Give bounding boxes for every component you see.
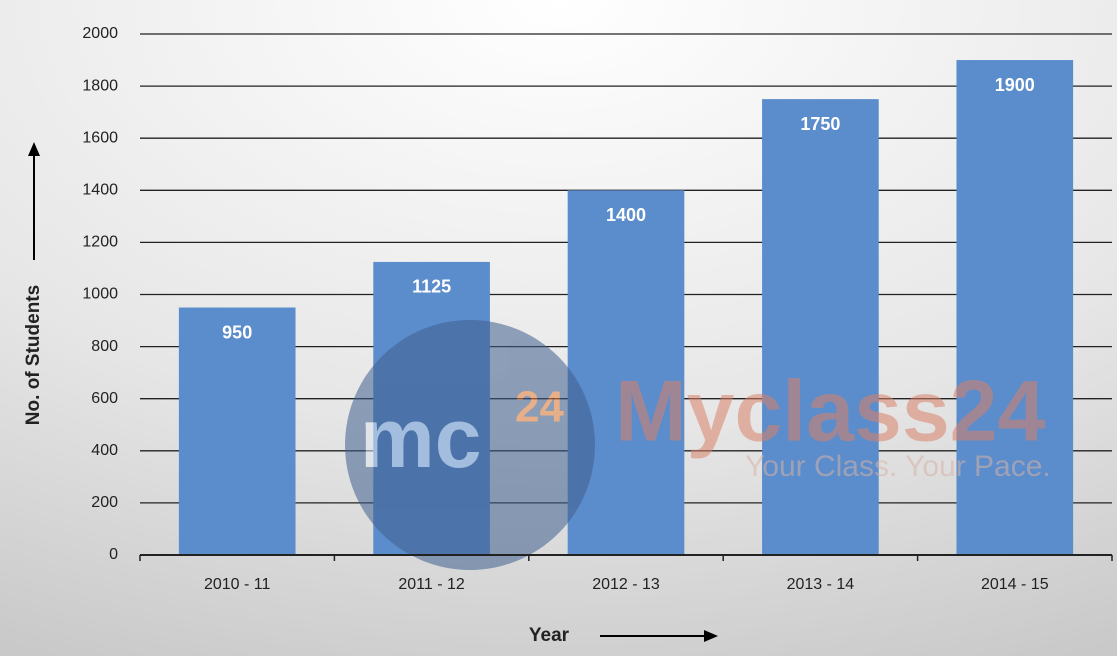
- watermark: mc 24 Myclass24 Your Class. Your Pace.: [345, 320, 1051, 570]
- y-tick-label: 200: [91, 494, 118, 511]
- data-label: 1900: [995, 75, 1035, 95]
- y-axis-title: No. of Students: [23, 285, 44, 425]
- watermark-logo-sup: 24: [515, 383, 564, 432]
- y-tick-label: 600: [91, 390, 118, 407]
- bar: [567, 190, 685, 556]
- y-tick-label: 1400: [82, 182, 118, 199]
- bars: [178, 60, 1074, 556]
- watermark-circle: [345, 320, 595, 570]
- x-arrow: [600, 630, 718, 642]
- x-axis-title: Year: [529, 625, 570, 646]
- x-tick-label: 2010 - 11: [204, 576, 271, 593]
- x-tick-label: 2012 - 13: [592, 576, 660, 593]
- y-tick-label: 400: [91, 442, 118, 459]
- bar: [178, 307, 296, 555]
- y-tick-label: 1600: [82, 129, 118, 146]
- x-tick-label: 2013 - 14: [787, 576, 855, 593]
- data-label: 1125: [412, 277, 451, 297]
- watermark-brand: Myclass24: [615, 364, 1046, 460]
- x-tick-label: 2014 - 15: [981, 576, 1049, 593]
- y-tick-label: 1800: [82, 77, 118, 94]
- watermark-logo: mc: [360, 391, 481, 485]
- y-tick-label: 1200: [82, 234, 118, 251]
- data-label: 1400: [606, 205, 646, 225]
- bar: [956, 60, 1074, 556]
- bar: [762, 99, 879, 555]
- y-tick-label: 1000: [82, 286, 118, 303]
- data-label: 950: [222, 322, 252, 342]
- y-arrow: [28, 142, 40, 260]
- y-tick-label: 0: [109, 546, 118, 563]
- y-tick-label: 2000: [82, 25, 118, 42]
- x-tick-label: 2011 - 12: [398, 576, 465, 593]
- data-label: 1750: [800, 114, 840, 134]
- watermark-tagline: Your Class. Your Pace.: [745, 450, 1051, 483]
- y-tick-label: 800: [91, 338, 118, 355]
